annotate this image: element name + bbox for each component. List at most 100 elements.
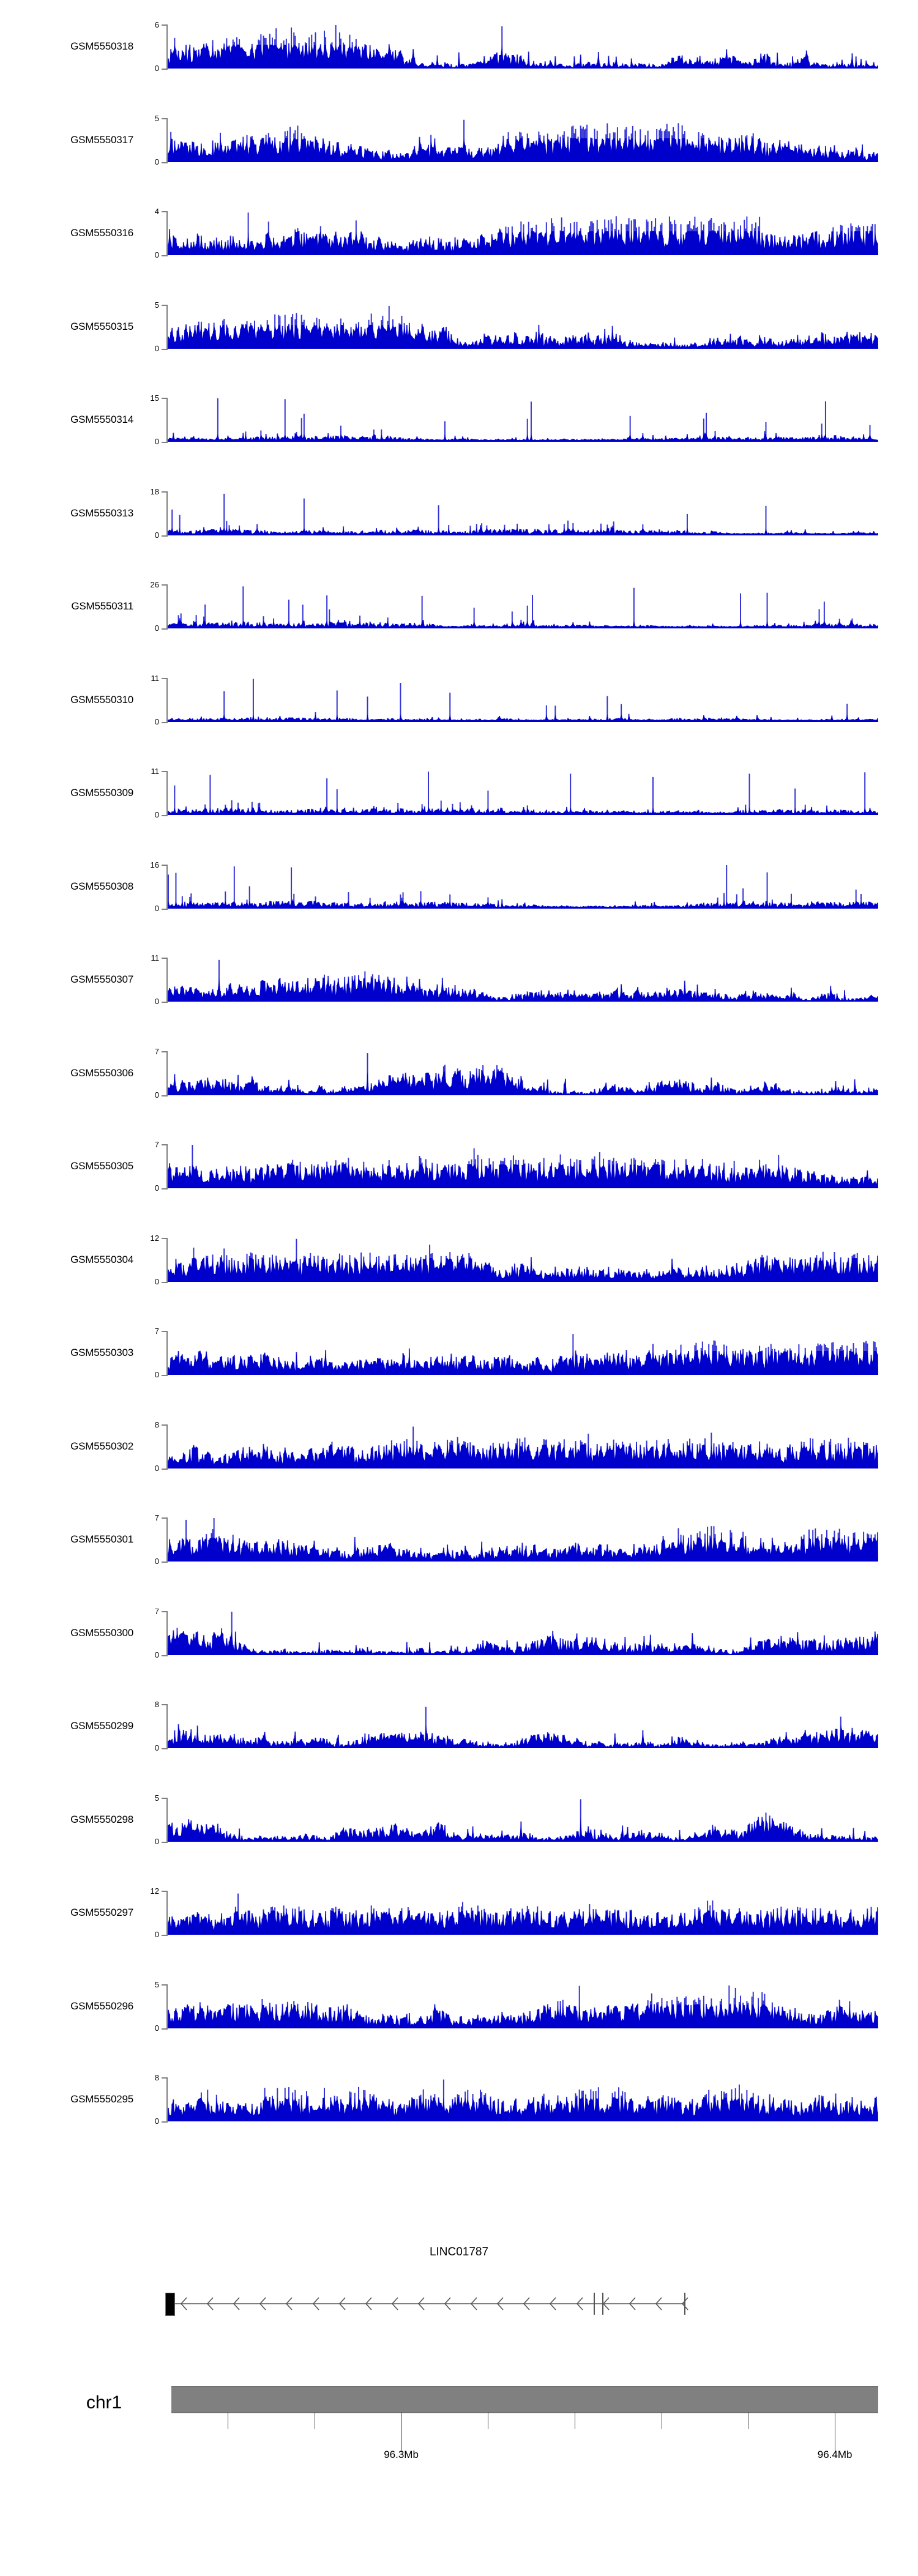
coverage-plot[interactable] — [168, 677, 878, 722]
coverage-plot[interactable] — [168, 1331, 878, 1375]
coverage-track: GSM5550299 8 0 — [0, 1700, 918, 1757]
track-label: GSM5550308 — [70, 880, 133, 892]
y-axis-min-label: 0 — [154, 903, 159, 913]
coverage-plot[interactable] — [168, 1051, 878, 1095]
coverage-canvas — [168, 1704, 878, 1748]
y-axis-tick-bottom — [162, 1468, 167, 1470]
track-label: GSM5550296 — [70, 2000, 133, 2012]
strand-arrow-left-icon — [629, 2296, 636, 2311]
y-axis-min-label: 0 — [154, 1836, 159, 1846]
coverage-track: GSM5550306 7 0 — [0, 1047, 918, 1104]
y-axis-min-label: 0 — [154, 1090, 159, 1100]
y-axis-tick-top — [162, 864, 167, 866]
coverage-plot[interactable] — [168, 117, 878, 162]
coverage-plot[interactable] — [168, 491, 878, 535]
coverage-canvas — [168, 1984, 878, 2028]
axis-tick-major — [401, 2412, 402, 2452]
strand-arrow-left-icon — [417, 2296, 425, 2311]
y-axis-min-label: 0 — [154, 157, 159, 166]
gene-model[interactable] — [0, 2288, 918, 2319]
coverage-track: GSM5550301 7 0 — [0, 1513, 918, 1570]
y-axis-max-label: 5 — [154, 1979, 159, 1989]
coverage-canvas — [168, 2077, 878, 2121]
coverage-plot[interactable] — [168, 1237, 878, 1282]
y-axis-tick-top — [162, 1984, 167, 1986]
y-axis-tick-bottom — [162, 535, 167, 537]
coverage-plot[interactable] — [168, 398, 878, 442]
track-label: GSM5550309 — [70, 787, 133, 798]
y-axis-spine — [166, 1797, 168, 1843]
y-axis-tick-bottom — [162, 1375, 167, 1376]
y-axis-max-label: 5 — [154, 300, 159, 310]
y-axis-tick-top — [162, 24, 167, 26]
y-axis-max-label: 5 — [154, 113, 159, 123]
track-label: GSM5550300 — [70, 1626, 133, 1639]
coverage-plot[interactable] — [168, 1891, 878, 1935]
coverage-plot[interactable] — [168, 24, 878, 69]
strand-arrow-left-icon — [180, 2296, 188, 2311]
coverage-canvas — [168, 584, 878, 628]
coverage-plot[interactable] — [168, 1797, 878, 1842]
coverage-canvas — [168, 1051, 878, 1095]
coverage-track: GSM5550305 7 0 — [0, 1140, 918, 1197]
coverage-canvas — [168, 117, 878, 162]
y-axis-spine — [166, 1331, 168, 1376]
gene-exon-thin[interactable] — [594, 2293, 595, 2315]
y-axis-tick-bottom — [162, 1002, 167, 1003]
gene-exon[interactable] — [165, 2293, 175, 2316]
track-label: GSM5550310 — [70, 693, 133, 705]
coverage-plot[interactable] — [168, 1517, 878, 1562]
strand-arrow-left-icon — [285, 2296, 293, 2311]
coverage-track: GSM5550296 5 0 — [0, 1980, 918, 2037]
coverage-plot[interactable] — [168, 1704, 878, 1748]
coverage-plot[interactable] — [168, 584, 878, 628]
y-axis-spine — [166, 1984, 168, 2030]
ideogram-bar[interactable] — [171, 2386, 878, 2413]
gene-exon-thin[interactable] — [684, 2293, 685, 2315]
coverage-canvas — [168, 1797, 878, 1842]
y-axis-max-label: 7 — [154, 1140, 159, 1149]
y-axis-spine — [166, 1237, 168, 1283]
y-axis-tick-bottom — [162, 1935, 167, 1936]
y-axis-min-label: 0 — [154, 343, 159, 353]
coverage-canvas — [168, 958, 878, 1002]
y-axis-tick-bottom — [162, 1095, 167, 1096]
coverage-plot[interactable] — [168, 771, 878, 815]
coverage-track: GSM5550297 12 0 — [0, 1886, 918, 1943]
y-axis-spine — [166, 398, 168, 443]
y-axis-tick-top — [162, 771, 167, 772]
coverage-track: GSM5550313 18 0 — [0, 487, 918, 544]
coverage-plot[interactable] — [168, 2077, 878, 2121]
y-axis-tick-bottom — [162, 1841, 167, 1843]
y-axis-tick-top — [162, 677, 167, 679]
gene-exon-thin[interactable] — [602, 2293, 603, 2315]
coverage-track: GSM5550316 4 0 — [0, 207, 918, 264]
y-axis-max-label: 4 — [154, 207, 159, 216]
coverage-plot[interactable] — [168, 958, 878, 1002]
y-axis-min-label: 0 — [154, 2116, 159, 2126]
y-axis-max-label: 26 — [150, 580, 159, 589]
coverage-plot[interactable] — [168, 211, 878, 255]
y-axis-max-label: 15 — [150, 393, 159, 403]
coverage-track: GSM5550308 16 0 — [0, 860, 918, 917]
y-axis-spine — [166, 1891, 168, 1936]
coverage-plot[interactable] — [168, 864, 878, 909]
strand-arrow-left-icon — [496, 2296, 504, 2311]
coverage-plot[interactable] — [168, 1144, 878, 1188]
coverage-track: GSM5550307 11 0 — [0, 953, 918, 1010]
y-axis-spine — [166, 958, 168, 1003]
track-label: GSM5550315 — [70, 320, 133, 332]
coverage-plot[interactable] — [168, 1424, 878, 1469]
coverage-canvas — [168, 677, 878, 722]
coverage-plot[interactable] — [168, 304, 878, 349]
track-label: GSM5550297 — [70, 1907, 133, 1918]
y-axis-max-label: 5 — [154, 1793, 159, 1803]
coverage-plot[interactable] — [168, 1984, 878, 2028]
coverage-plot[interactable] — [168, 1610, 878, 1655]
track-label: GSM5550318 — [70, 40, 133, 52]
strand-arrow-left-icon — [365, 2296, 373, 2311]
coverage-track: GSM5550300 7 0 — [0, 1607, 918, 1664]
strand-arrow-left-icon — [391, 2296, 399, 2311]
y-axis-min-label: 0 — [154, 1557, 159, 1566]
